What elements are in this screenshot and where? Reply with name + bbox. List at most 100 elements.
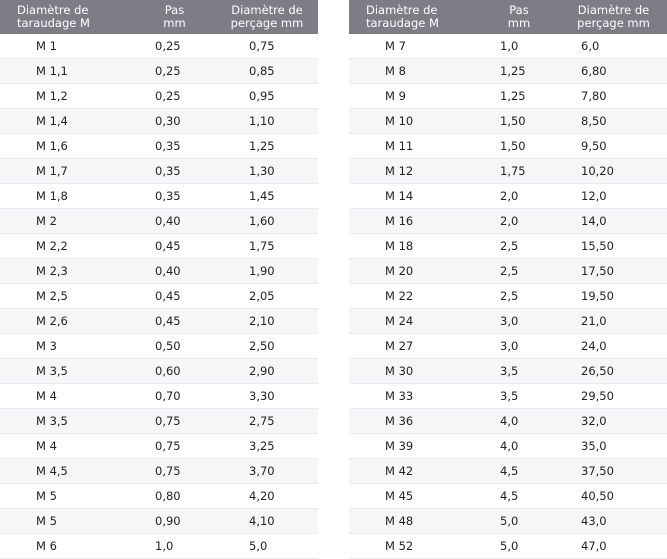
cell-tap-size: M 14 [349, 183, 478, 209]
cell-drill-size: 0,85 [216, 58, 318, 84]
table-row: M 1,1 0,25 0,85 [0, 58, 318, 84]
cell-tap-size: M 20 [349, 258, 478, 284]
cell-drill-size: 1,45 [216, 183, 318, 209]
table-row: M 2 0,40 1,60 [0, 208, 318, 234]
cell-pitch: 3,0 [478, 333, 560, 359]
cell-pitch: 3,0 [478, 308, 560, 334]
table-row: M 8 1,25 6,80 [349, 58, 667, 84]
cell-tap-size: M 12 [349, 158, 478, 184]
cell-tap-size: M 27 [349, 333, 478, 359]
cell-drill-size: 32,0 [560, 408, 667, 434]
cell-tap-size: M 2,3 [0, 258, 133, 284]
cell-tap-size: M 36 [349, 408, 478, 434]
cell-tap-size: M 5 [0, 508, 133, 534]
table-row: M 45 4,5 40,50 [349, 483, 667, 509]
cell-pitch: 0,25 [133, 34, 216, 59]
table-row: M 30 3,5 26,50 [349, 358, 667, 384]
cell-tap-size: M 3 [0, 333, 133, 359]
table-row: M 3 0,50 2,50 [0, 333, 318, 359]
cell-pitch: 0,35 [133, 183, 216, 209]
table-row: M 1,2 0,25 0,95 [0, 83, 318, 109]
table-body-left: M 1 0,25 0,75 M 1,1 0,25 0,85 M 1,2 0,25 0,95 M 1… [0, 34, 318, 559]
cell-drill-size: 40,50 [560, 483, 667, 509]
table-row: M 27 3,0 24,0 [349, 333, 667, 359]
cell-drill-size: 14,0 [560, 208, 667, 234]
table-row: M 5 0,80 4,20 [0, 483, 318, 509]
header-pitch: Pas mm [133, 0, 216, 34]
table-row: M 18 2,5 15,50 [349, 233, 667, 259]
cell-drill-size: 2,05 [216, 283, 318, 309]
cell-drill-size: 43,0 [560, 508, 667, 534]
cell-tap-size: M 1,4 [0, 108, 133, 134]
table-row: M 1,6 0,35 1,25 [0, 133, 318, 159]
cell-tap-size: M 10 [349, 108, 478, 134]
cell-drill-size: 2,75 [216, 408, 318, 434]
table-row: M 2,2 0,45 1,75 [0, 233, 318, 259]
table-row: M 7 1,0 6,0 [349, 34, 667, 59]
cell-tap-size: M 2,5 [0, 283, 133, 309]
cell-pitch: 0,50 [133, 333, 216, 359]
table-header: Diamètre de taraudage M Pas mm Diamètre de… [349, 0, 667, 34]
cell-pitch: 2,0 [478, 183, 560, 209]
cell-drill-size: 29,50 [560, 383, 667, 409]
cell-tap-size: M 7 [349, 34, 478, 59]
cell-tap-size: M 48 [349, 508, 478, 534]
cell-pitch: 0,30 [133, 108, 216, 134]
cell-tap-size: M 2,2 [0, 233, 133, 259]
cell-drill-size: 9,50 [560, 133, 667, 159]
cell-tap-size: M 6 [0, 533, 133, 559]
table-row: M 36 4,0 32,0 [349, 408, 667, 434]
cell-pitch: 4,0 [478, 408, 560, 434]
cell-tap-size: M 11 [349, 133, 478, 159]
table-row: M 6 1,0 5,0 [0, 533, 318, 559]
cell-pitch: 0,25 [133, 58, 216, 84]
cell-drill-size: 1,10 [216, 108, 318, 134]
cell-tap-size: M 5 [0, 483, 133, 509]
cell-pitch: 0,25 [133, 83, 216, 109]
cell-tap-size: M 30 [349, 358, 478, 384]
cell-pitch: 0,45 [133, 233, 216, 259]
table-row: M 4 0,70 3,30 [0, 383, 318, 409]
cell-pitch: 1,50 [478, 133, 560, 159]
table-row: M 12 1,75 10,20 [349, 158, 667, 184]
cell-drill-size: 5,0 [216, 533, 318, 559]
cell-pitch: 0,45 [133, 283, 216, 309]
cell-tap-size: M 9 [349, 83, 478, 109]
cell-tap-size: M 2,6 [0, 308, 133, 334]
header-tap-diameter: Diamètre de taraudage M [0, 0, 133, 34]
cell-pitch: 3,5 [478, 383, 560, 409]
cell-tap-size: M 42 [349, 458, 478, 484]
cell-pitch: 4,0 [478, 433, 560, 459]
cell-drill-size: 1,90 [216, 258, 318, 284]
cell-drill-size: 2,10 [216, 308, 318, 334]
cell-drill-size: 21,0 [560, 308, 667, 334]
cell-tap-size: M 1 [0, 34, 133, 59]
cell-tap-size: M 4 [0, 433, 133, 459]
table-row: M 1,7 0,35 1,30 [0, 158, 318, 184]
cell-pitch: 0,60 [133, 358, 216, 384]
cell-drill-size: 6,80 [560, 58, 667, 84]
cell-pitch: 5,0 [478, 508, 560, 534]
table-row: M 20 2,5 17,50 [349, 258, 667, 284]
cell-drill-size: 1,75 [216, 233, 318, 259]
cell-pitch: 0,75 [133, 433, 216, 459]
cell-pitch: 2,5 [478, 233, 560, 259]
cell-tap-size: M 4,5 [0, 458, 133, 484]
cell-drill-size: 15,50 [560, 233, 667, 259]
header-pitch: Pas mm [478, 0, 560, 34]
cell-tap-size: M 2 [0, 208, 133, 234]
cell-drill-size: 1,60 [216, 208, 318, 234]
cell-drill-size: 1,25 [216, 133, 318, 159]
cell-drill-size: 47,0 [560, 533, 667, 559]
table-row: M 2,6 0,45 2,10 [0, 308, 318, 334]
cell-pitch: 2,5 [478, 258, 560, 284]
cell-tap-size: M 8 [349, 58, 478, 84]
cell-tap-size: M 1,8 [0, 183, 133, 209]
cell-pitch: 3,5 [478, 358, 560, 384]
tap-table-right: Diamètre de taraudage M Pas mm Diamètre de… [349, 0, 667, 559]
cell-pitch: 1,25 [478, 83, 560, 109]
cell-pitch: 0,80 [133, 483, 216, 509]
cell-drill-size: 3,30 [216, 383, 318, 409]
table-row: M 1,4 0,30 1,10 [0, 108, 318, 134]
cell-tap-size: M 33 [349, 383, 478, 409]
